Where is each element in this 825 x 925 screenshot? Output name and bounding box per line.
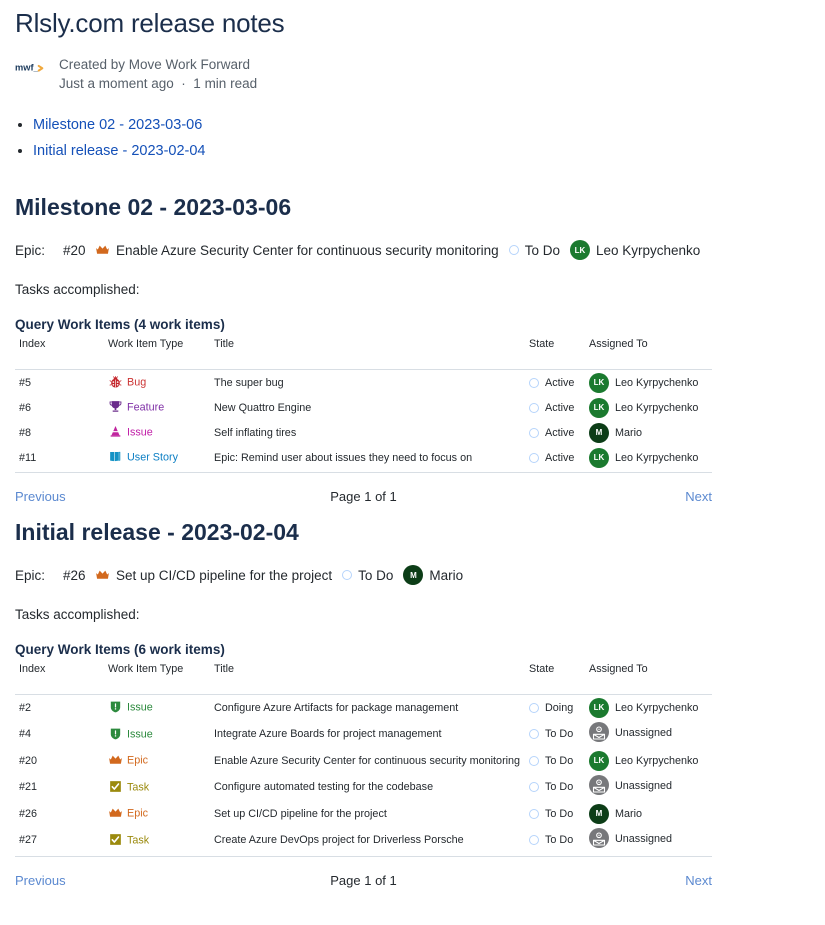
- svg-text:mwf_: mwf_: [15, 63, 40, 73]
